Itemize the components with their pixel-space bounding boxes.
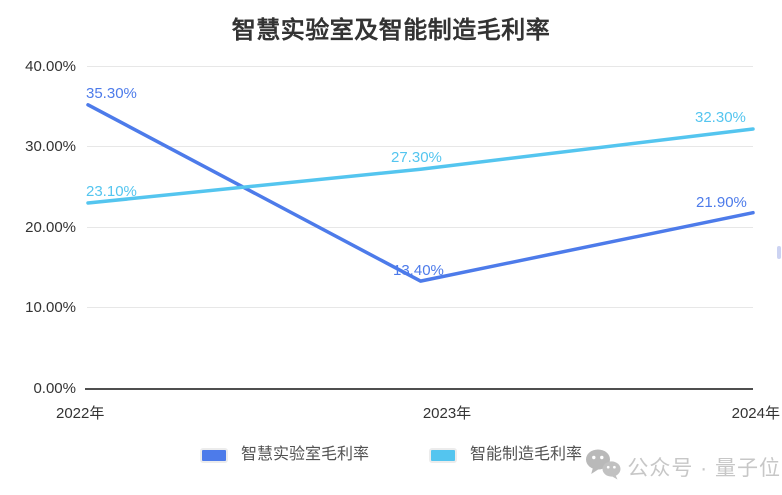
watermark: 公众号 · 量子位: [585, 448, 781, 485]
data-label: 27.30%: [391, 149, 442, 166]
gridline-10: [87, 307, 753, 308]
data-label: 35.30%: [86, 85, 137, 102]
y-axis-tick-label: 40.00%: [25, 58, 76, 75]
legend-label: 智慧实验室毛利率: [240, 446, 369, 463]
x-axis-tick-label: 2024年: [731, 405, 780, 422]
gridline-40: [87, 66, 753, 67]
y-axis-tick-label: 10.00%: [25, 299, 76, 316]
legend-swatch-icon: [199, 447, 228, 463]
data-label: 32.30%: [695, 109, 746, 126]
y-axis-tick-label: 30.00%: [25, 138, 76, 155]
watermark-text: 公众号 · 量子位: [627, 456, 781, 480]
y-axis-tick-label: 0.00%: [33, 380, 76, 397]
series-line-smart-manufacturing[interactable]: [86, 127, 755, 205]
wechat-icon: [585, 448, 621, 485]
legend-item-smart-lab[interactable]: 智慧实验室毛利率: [199, 445, 369, 465]
legend-label: 智能制造毛利率: [470, 446, 583, 463]
data-label: 21.90%: [696, 194, 747, 211]
x-axis-line: [85, 388, 753, 390]
y-axis-tick-label: 20.00%: [25, 219, 76, 236]
x-axis-tick-label: 2022年: [56, 405, 105, 422]
gridline-20: [87, 227, 753, 228]
legend-swatch-icon: [429, 447, 457, 463]
chart-title: 智慧实验室及智能制造毛利率: [231, 17, 551, 44]
legend-item-smart-manufacturing[interactable]: 智能制造毛利率: [429, 445, 582, 465]
data-label: 23.10%: [86, 183, 137, 200]
x-axis-tick-label: 2023年: [422, 405, 472, 422]
gridline-30: [87, 146, 753, 147]
legend: 智慧实验室毛利率 智能制造毛利率: [0, 444, 782, 466]
scrollbar-artifact: [777, 246, 781, 259]
data-label: 13.40%: [393, 262, 444, 279]
series-line-smart-lab[interactable]: [86, 103, 755, 283]
